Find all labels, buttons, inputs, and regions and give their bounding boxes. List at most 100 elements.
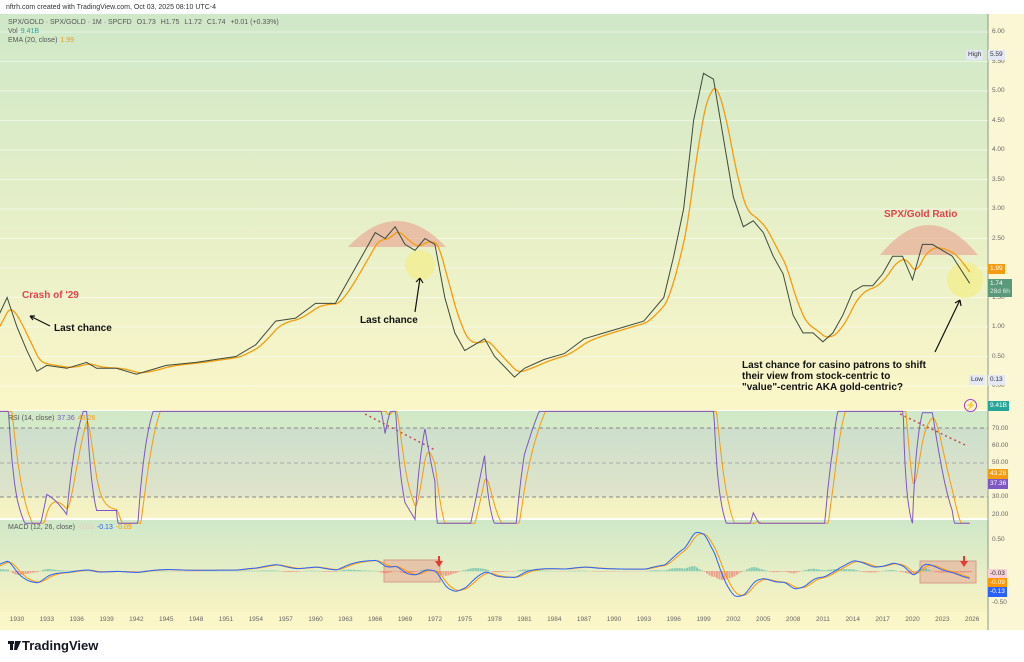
macd-histogram-bar <box>390 571 393 573</box>
year-tick-label: 2014 <box>845 616 861 623</box>
macd-histogram-bar <box>683 568 686 572</box>
macd-histogram-bar <box>332 571 335 572</box>
low-value: L1.72 <box>184 19 202 26</box>
macd-histogram-bar <box>313 570 316 572</box>
macd-histogram-bar <box>827 569 830 572</box>
low-label-badge: Low <box>969 375 985 385</box>
year-tick-label: 2026 <box>964 616 980 623</box>
macd-histogram-bar <box>442 571 445 576</box>
year-tick-label: 1948 <box>188 616 204 623</box>
low-badge: 0.13 <box>988 375 1005 385</box>
macd-histogram-bar <box>494 571 497 573</box>
macd-histogram-bar <box>263 570 266 572</box>
rsi-trendline-2 <box>899 413 966 446</box>
macd-histogram-bar <box>832 569 835 572</box>
macd-histogram-bar <box>579 570 582 572</box>
vol-label: Vol <box>8 28 18 35</box>
rsi-pane <box>0 411 988 518</box>
macd-histogram-bar <box>763 569 766 572</box>
macd-histogram-bar <box>372 570 375 572</box>
macd-histogram-bar <box>422 569 425 572</box>
macd-histogram-bar <box>482 568 485 572</box>
macd-histogram-bar <box>755 567 758 572</box>
rsi-label: RSI (14, close) <box>8 415 55 422</box>
macd-histogram-bar <box>469 568 472 572</box>
macd-histogram-bar <box>790 571 793 574</box>
macd-histogram-bar <box>34 571 37 573</box>
ema-legend[interactable]: EMA (20, close) 1.99 <box>8 37 77 44</box>
macd-histogram-bar <box>290 571 293 573</box>
macd-histogram-bar <box>365 570 368 572</box>
macd-histogram-bar <box>335 571 338 572</box>
year-tick-label: 1990 <box>606 616 622 623</box>
macd-histogram-bar <box>842 569 845 572</box>
arrow-down-icon <box>435 556 443 567</box>
arrow-icon <box>934 299 962 353</box>
volume-legend[interactable]: Vol 9.41B <box>8 28 42 35</box>
macd-histogram-bar <box>457 571 460 573</box>
macd-histogram-bar <box>54 569 57 572</box>
macd-histogram-bar <box>415 571 417 572</box>
time-axis[interactable] <box>0 612 988 630</box>
macd-histogram-bar <box>499 571 502 573</box>
macd-histogram-bar <box>504 571 507 572</box>
macd-value: -0.13 <box>96 524 113 531</box>
macd-histogram-bar <box>293 571 296 572</box>
macd-histogram-bar <box>158 570 161 572</box>
macd-histogram-bar <box>753 567 756 572</box>
macd-histogram-bar <box>725 571 728 580</box>
macd-histogram-bar <box>813 568 815 572</box>
macd-histogram-bar <box>967 571 970 573</box>
macd-histogram-bar <box>676 568 679 572</box>
macd-histogram-bar <box>397 571 400 572</box>
macd-histogram-bar <box>243 570 246 572</box>
macd-histogram-bar <box>2 569 5 572</box>
rsi-trendline-1 <box>364 413 436 451</box>
year-tick-label: 1984 <box>547 616 562 623</box>
macd-histogram-bar <box>544 570 547 572</box>
macd-histogram-bar <box>31 571 34 573</box>
macd-histogram-bar <box>576 570 579 572</box>
price-tick-label: 0.50 <box>992 352 1005 360</box>
macd-histogram-bar <box>783 571 786 572</box>
macd-histogram-bar <box>24 571 27 575</box>
macd-histogram-bar <box>46 568 49 572</box>
macd-histogram-bar <box>265 570 268 572</box>
macd-histogram-bar <box>315 570 318 572</box>
tradingview-logo[interactable]: TradingView <box>22 638 99 653</box>
macd-histogram-bar <box>51 569 54 572</box>
macd-legend[interactable]: MACD (12, 26, close) -0.03 -0.13 -0.09 <box>8 524 135 531</box>
macd-histogram-bar <box>845 569 848 572</box>
macd-histogram-bar <box>703 571 706 572</box>
macd-histogram-bar <box>817 569 820 572</box>
macd-histogram-bar <box>44 569 47 572</box>
year-tick-label: 1957 <box>278 616 293 623</box>
macd-histogram-bar <box>798 571 801 572</box>
symbol-legend[interactable]: SPX/GOLD · SPX/GOLD · 1M · SPCFD O1.73 H… <box>8 19 282 26</box>
macd-histogram-bar <box>320 571 323 572</box>
macd-histogram-bar <box>71 570 74 572</box>
macd-histogram-bar <box>934 571 937 573</box>
macd-histogram-bar <box>900 571 903 572</box>
macd-histogram-bar <box>36 571 39 573</box>
macd-histogram-bar <box>830 569 833 572</box>
rsi-legend[interactable]: RSI (14, close) 37.36 43.26 <box>8 415 98 422</box>
macd-histogram-bar <box>352 569 355 572</box>
macd-histogram <box>0 566 972 580</box>
macd-histogram-bar <box>250 570 253 572</box>
macd-histogram-bar <box>778 571 781 572</box>
macd-histogram-bar <box>392 571 395 572</box>
macd-histogram-bar <box>594 571 597 572</box>
macd-histogram-bar <box>653 570 656 572</box>
macd-histogram-bar <box>462 570 465 572</box>
macd-histogram-bar <box>49 569 52 572</box>
macd-histogram-bar <box>907 571 910 574</box>
macd-histogram-bar <box>924 568 927 572</box>
macd-histogram-bar <box>815 569 818 572</box>
price-axis[interactable] <box>988 14 1024 630</box>
macd-histogram-bar <box>0 569 2 572</box>
rsi-tick-label: 60.00 <box>992 441 1009 449</box>
lightning-icon[interactable]: ⚡ <box>964 399 977 412</box>
macd-histogram-bar <box>402 571 405 574</box>
